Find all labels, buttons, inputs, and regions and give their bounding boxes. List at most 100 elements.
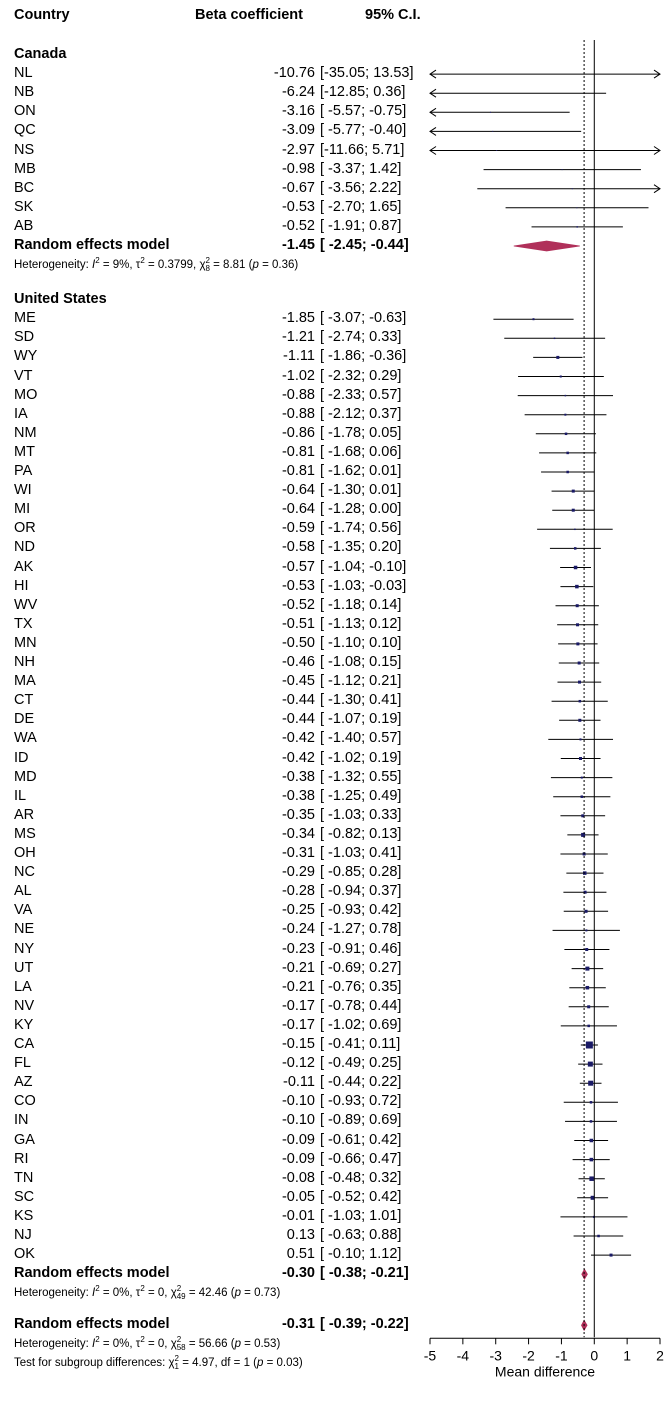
row-nl-ci: [-35.05; 13.53]	[320, 65, 414, 82]
row-wy-estimate: -1.11	[283, 348, 315, 365]
row-wi-label: WI	[14, 482, 32, 499]
row-ut-ci: [ -0.69; 0.27]	[320, 959, 402, 976]
row-sd-label: SD	[14, 329, 35, 346]
row-on-label: ON	[14, 103, 36, 120]
row-nc-point	[583, 871, 587, 875]
row-wi-point	[571, 489, 575, 493]
row-ns-arrow-right	[653, 146, 661, 155]
row-mo-estimate: -0.88	[281, 386, 315, 403]
row-il-estimate: -0.38	[281, 787, 315, 804]
row-ut-estimate: -0.21	[281, 959, 315, 976]
row-ks-label: KS	[14, 1207, 34, 1224]
row-ga-label: GA	[14, 1131, 35, 1148]
row-qc-label: QC	[14, 122, 36, 139]
row-ri-estimate: -0.09	[281, 1150, 315, 1167]
row-in-estimate: -0.10	[281, 1112, 315, 1129]
x-axis-label: Mean difference	[495, 1363, 595, 1379]
row-co-point	[589, 1101, 593, 1104]
row-nm-point	[564, 432, 568, 436]
row-in-ci: [ -0.89; 0.69]	[320, 1112, 402, 1129]
row-hi-estimate: -0.53	[281, 577, 315, 594]
row-mb-estimate: -0.98	[281, 160, 315, 177]
row-ga-estimate: -0.09	[281, 1131, 315, 1148]
row-ok-point	[609, 1253, 613, 1257]
row-vt-label: VT	[14, 367, 33, 384]
row-vt-estimate: -1.02	[281, 367, 315, 384]
group-1-heterogeneity: Heterogeneity: I2 = 0%, τ2 = 0, χ 2 49 = 4…	[14, 1284, 281, 1302]
row-bc-point	[571, 188, 573, 190]
row-ne-ci: [ -1.27; 0.78]	[320, 921, 402, 938]
row-fl-point	[587, 1061, 593, 1067]
row-ga-point	[589, 1138, 594, 1143]
group-0-summary-label: Random effects model	[14, 237, 170, 253]
header-beta-coefficient: Beta coefficient	[195, 7, 303, 23]
row-nh-point	[577, 661, 581, 665]
row-nh-ci: [ -1.08; 0.15]	[320, 654, 402, 670]
row-mn-ci: [ -1.10; 0.10]	[320, 634, 402, 651]
overall-summary-ci: [ -0.39; -0.22]	[320, 1316, 409, 1333]
group-title-1: United States	[14, 291, 107, 308]
row-al-ci: [ -0.94; 0.37]	[320, 883, 402, 900]
row-mb-ci: [ -3.37; 1.42]	[320, 160, 402, 177]
row-nv-estimate: -0.17	[281, 997, 315, 1014]
row-ca-point	[585, 1041, 593, 1049]
row-wy-ci: [ -1.86; -0.36]	[320, 348, 407, 365]
row-pa-ci: [ -1.62; 0.01]	[320, 463, 402, 479]
row-sc-label: SC	[14, 1188, 35, 1205]
row-mn-estimate: -0.50	[281, 634, 315, 651]
row-ok-ci: [ -0.10; 1.12]	[320, 1246, 402, 1263]
x-tick-label-4: -1	[555, 1347, 568, 1363]
row-wa-ci: [ -1.40; 0.57]	[320, 730, 402, 747]
row-nj-point	[597, 1234, 600, 1238]
row-bc-estimate: -0.67	[281, 179, 315, 196]
row-mb-point	[561, 169, 563, 171]
row-ne-estimate: -0.24	[281, 921, 315, 938]
row-on-ci: [ -5.57; -0.75]	[320, 103, 407, 120]
row-sk-label: SK	[14, 198, 34, 215]
row-pa-estimate: -0.81	[281, 463, 315, 479]
row-ct-estimate: -0.44	[281, 692, 315, 709]
row-nl-arrow-right	[653, 69, 661, 79]
row-nv-label: NV	[14, 997, 35, 1014]
row-az-ci: [ -0.44; 0.22]	[320, 1074, 402, 1091]
row-wa-point	[579, 738, 582, 741]
row-mt-estimate: -0.81	[281, 443, 315, 460]
row-nv-ci: [ -0.78; 0.44]	[320, 997, 402, 1014]
row-ut-point	[585, 966, 590, 971]
row-nm-estimate: -0.86	[281, 424, 315, 441]
row-il-ci: [ -1.25; 0.49]	[320, 787, 402, 804]
group-1-summary-label: Random effects model	[14, 1265, 170, 1282]
row-co-ci: [ -0.93; 0.72]	[320, 1093, 402, 1110]
row-wa-label: WA	[14, 730, 37, 747]
row-ky-label: KY	[14, 1016, 34, 1033]
row-me-estimate: -1.85	[281, 310, 315, 327]
row-tn-point	[589, 1176, 594, 1181]
x-tick-label-7: 2	[656, 1347, 664, 1363]
row-nm-ci: [ -1.78; 0.05]	[320, 424, 402, 441]
row-ma-ci: [ -1.12; 0.21]	[320, 673, 402, 690]
row-md-point	[580, 776, 583, 779]
row-hi-ci: [ -1.03; -0.03]	[320, 577, 407, 594]
row-ca-estimate: -0.15	[281, 1036, 315, 1052]
row-ri-point	[589, 1157, 594, 1162]
row-qc-estimate: -3.09	[281, 122, 315, 139]
row-tx-point	[576, 623, 580, 627]
row-tn-label: TN	[14, 1169, 34, 1186]
row-ny-ci: [ -0.91; 0.46]	[320, 940, 402, 957]
row-ms-point	[581, 832, 586, 837]
row-in-label: IN	[14, 1112, 29, 1129]
row-sc-ci: [ -0.52; 0.42]	[320, 1188, 402, 1205]
row-il-point	[580, 795, 584, 798]
row-ab-ci: [ -1.91; 0.87]	[320, 217, 402, 234]
group-title-0: Canada	[14, 46, 67, 62]
row-ms-label: MS	[14, 825, 36, 842]
row-wv-ci: [ -1.18; 0.14]	[320, 596, 402, 613]
row-de-estimate: -0.44	[281, 711, 315, 728]
row-ia-label: IA	[14, 405, 28, 422]
row-me-ci: [ -3.07; -0.63]	[320, 310, 407, 327]
row-qc-ci: [ -5.77; -0.40]	[320, 122, 407, 139]
row-ar-label: AR	[14, 806, 35, 823]
row-mn-point	[576, 642, 580, 646]
